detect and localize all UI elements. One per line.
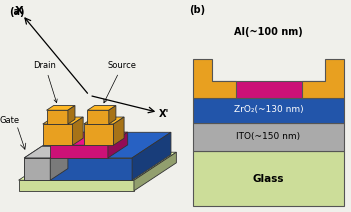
- Polygon shape: [109, 106, 116, 124]
- Polygon shape: [113, 117, 124, 145]
- Text: Glass: Glass: [253, 174, 284, 184]
- Polygon shape: [24, 158, 50, 180]
- Text: Gate: Gate: [0, 116, 20, 125]
- Text: ITO(~150 nm): ITO(~150 nm): [237, 132, 300, 141]
- Polygon shape: [43, 117, 83, 124]
- Polygon shape: [24, 158, 132, 180]
- Polygon shape: [19, 152, 176, 180]
- Text: Al(~100 nm): Al(~100 nm): [234, 27, 303, 37]
- Polygon shape: [132, 132, 171, 180]
- Polygon shape: [84, 124, 113, 145]
- Polygon shape: [302, 59, 344, 98]
- Polygon shape: [84, 117, 124, 124]
- Polygon shape: [47, 110, 68, 124]
- Text: X': X': [159, 109, 169, 120]
- Polygon shape: [73, 117, 83, 145]
- Polygon shape: [19, 180, 134, 191]
- Text: ZrO₂(~130 nm): ZrO₂(~130 nm): [234, 105, 303, 114]
- Polygon shape: [87, 106, 116, 110]
- Polygon shape: [50, 145, 108, 158]
- Bar: [193, 151, 344, 206]
- Polygon shape: [68, 106, 75, 124]
- Bar: [193, 98, 344, 123]
- Text: (b): (b): [189, 5, 205, 15]
- Polygon shape: [134, 152, 176, 191]
- Polygon shape: [43, 124, 73, 145]
- Polygon shape: [24, 146, 68, 158]
- Bar: [212, 81, 325, 98]
- Text: X: X: [15, 6, 24, 16]
- Text: Drain: Drain: [33, 61, 57, 103]
- Bar: [193, 123, 344, 151]
- Polygon shape: [108, 132, 128, 158]
- Text: IGZO(~10 nm): IGZO(~10 nm): [232, 85, 305, 93]
- Text: Source: Source: [104, 61, 137, 103]
- Polygon shape: [193, 59, 236, 98]
- Polygon shape: [50, 146, 68, 180]
- Polygon shape: [50, 132, 128, 145]
- Polygon shape: [47, 106, 75, 110]
- Text: (a): (a): [9, 7, 25, 17]
- Polygon shape: [87, 110, 109, 124]
- Polygon shape: [24, 132, 171, 158]
